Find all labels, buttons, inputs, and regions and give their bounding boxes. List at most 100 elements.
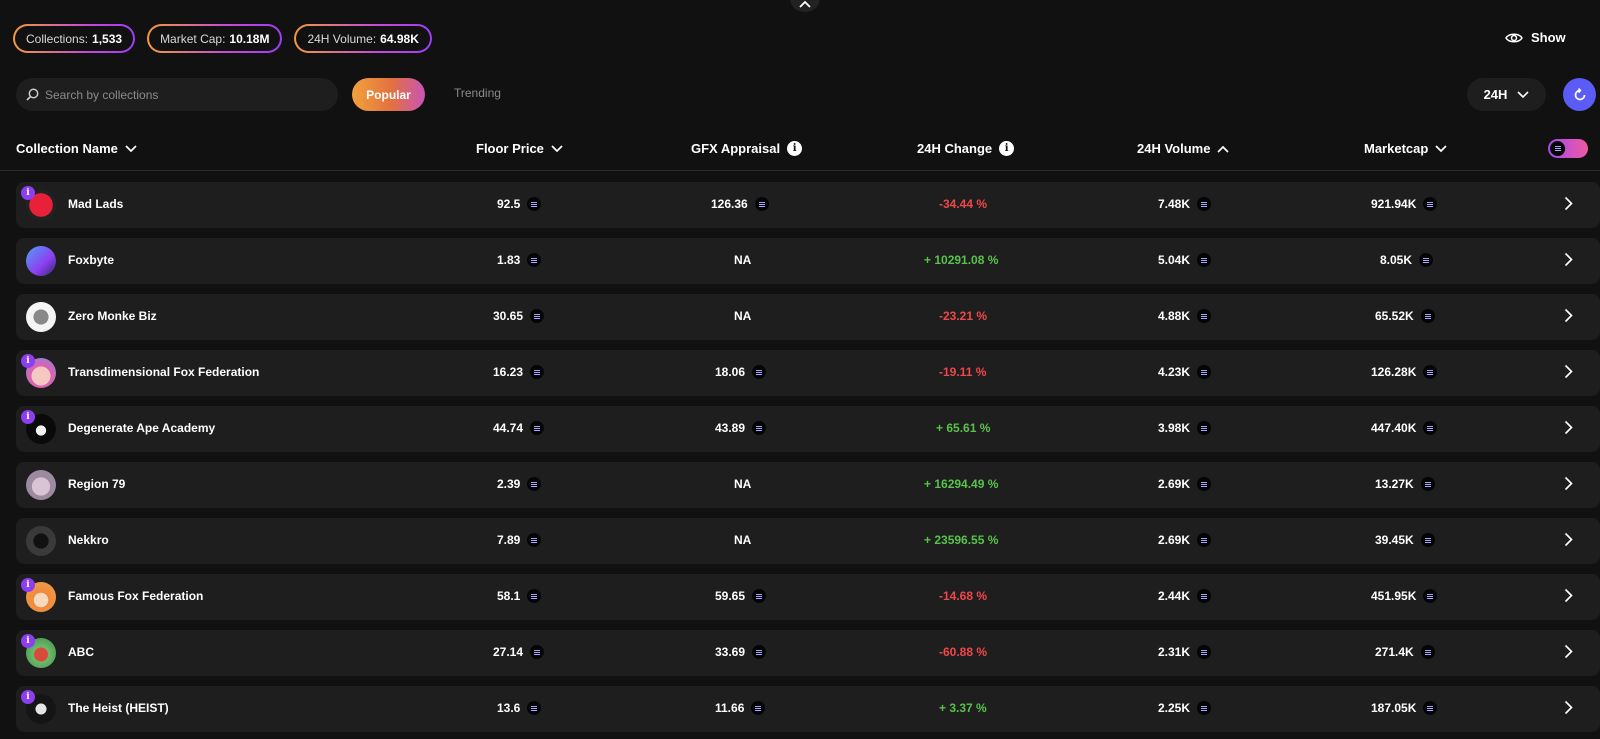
chevron-right-icon[interactable] (1564, 644, 1573, 659)
sol-icon (530, 365, 545, 379)
column-marketcap[interactable]: Marketcap (1364, 141, 1447, 156)
refresh-button[interactable] (1563, 78, 1596, 111)
column-24h-volume[interactable]: 24H Volume (1137, 141, 1230, 156)
gfx-appraisal: NA (734, 533, 752, 547)
marketcap-value: 39.45K (1375, 533, 1414, 547)
sol-icon (754, 197, 769, 211)
table-row[interactable]: i The Heist (HEIST) 13.6 11.66 + 3.37 % … (16, 686, 1600, 732)
sol-icon (1197, 253, 1212, 267)
sol-icon (752, 421, 767, 435)
volume-value: 2.69K (1158, 533, 1191, 547)
chevron-right-icon[interactable] (1564, 252, 1573, 267)
marketcap-value: 126.28K (1371, 365, 1417, 379)
sol-icon (1423, 197, 1438, 211)
sol-icon (1197, 309, 1212, 323)
sol-icon (527, 253, 542, 267)
floor-price: 27.14 (493, 645, 524, 659)
sol-icon (1197, 533, 1212, 547)
table-row[interactable]: i ABC 27.14 33.69 -60.88 % 2.31K 271.4K (16, 630, 1600, 676)
volume-value: 4.88K (1158, 309, 1191, 323)
info-icon[interactable]: i (787, 141, 803, 156)
table-row[interactable]: i Transdimensional Fox Federation 16.23 … (16, 350, 1600, 396)
sol-icon (1420, 533, 1435, 547)
search-input[interactable] (45, 87, 325, 102)
verified-badge-icon: i (21, 410, 35, 424)
sol-icon (1420, 645, 1435, 659)
tab-popular[interactable]: Popular (352, 78, 425, 111)
table-row[interactable]: i Famous Fox Federation 58.1 59.65 -14.6… (16, 574, 1600, 620)
change-value: + 3.37 % (939, 701, 987, 715)
change-value: -14.68 % (939, 589, 988, 603)
marketcap-value: 921.94K (1371, 197, 1417, 211)
volume-value: 3.98K (1158, 421, 1191, 435)
change-value: + 65.61 % (936, 421, 991, 435)
tab-trending[interactable]: Trending (454, 86, 501, 100)
chevron-right-icon[interactable] (1564, 196, 1573, 211)
verified-badge-icon: i (21, 354, 35, 368)
gfx-appraisal: 18.06 (715, 365, 746, 379)
table-header: Collection Name Floor Price GFX Appraisa… (0, 131, 1600, 171)
collection-avatar (26, 246, 56, 276)
volume-value: 7.48K (1158, 197, 1191, 211)
change-value: + 16294.49 % (924, 477, 999, 491)
eye-icon (1505, 33, 1523, 42)
column-collection-name[interactable]: Collection Name (16, 141, 137, 156)
marketcap-value: 271.4K (1375, 645, 1414, 659)
sol-icon (527, 533, 542, 547)
chevron-right-icon[interactable] (1564, 532, 1573, 547)
volume-value: 4.23K (1158, 365, 1191, 379)
column-floor-price[interactable]: Floor Price (476, 141, 563, 156)
sol-icon (752, 589, 767, 603)
volume-value: 2.69K (1158, 477, 1191, 491)
chevron-up-icon (799, 0, 811, 8)
chevron-right-icon[interactable] (1564, 364, 1573, 379)
chevron-right-icon[interactable] (1564, 420, 1573, 435)
table-row[interactable]: Nekkro 7.89 NA + 23596.55 % 2.69K 39.45K (16, 518, 1600, 564)
gfx-appraisal: 59.65 (715, 589, 746, 603)
column-gfx-appraisal[interactable]: GFX Appraisal i (691, 141, 803, 156)
collection-avatar (26, 470, 56, 500)
collection-avatar (26, 302, 56, 332)
marketcap-value: 13.27K (1375, 477, 1414, 491)
chevron-down-icon (551, 144, 563, 152)
sol-icon (1197, 365, 1212, 379)
verified-badge-icon: i (21, 690, 35, 704)
chevron-right-icon[interactable] (1564, 476, 1573, 491)
chevron-down-icon (125, 144, 137, 152)
sol-icon (1197, 701, 1212, 715)
table-row[interactable]: Zero Monke Biz 30.65 NA -23.21 % 4.88K 6… (16, 294, 1600, 340)
floor-price: 58.1 (497, 589, 521, 603)
chevron-right-icon[interactable] (1564, 308, 1573, 323)
chevron-right-icon[interactable] (1564, 588, 1573, 603)
floor-price: 16.23 (493, 365, 524, 379)
change-value: -60.88 % (939, 645, 988, 659)
sol-icon (1420, 309, 1435, 323)
column-24h-change[interactable]: 24H Change i (917, 141, 1015, 156)
period-select[interactable]: 24H (1467, 78, 1546, 111)
table-row[interactable]: i Mad Lads 92.5 126.36 -34.44 % 7.48K 92… (16, 182, 1600, 228)
sol-icon (1419, 253, 1434, 267)
collapse-header-button[interactable] (790, 0, 820, 12)
gfx-appraisal: NA (734, 309, 752, 323)
sol-icon (1197, 589, 1212, 603)
floor-price: 1.83 (497, 253, 521, 267)
gfx-appraisal: 33.69 (715, 645, 746, 659)
sol-icon (752, 645, 767, 659)
chevron-right-icon[interactable] (1564, 700, 1573, 715)
verified-badge-icon: i (21, 186, 35, 200)
currency-toggle[interactable] (1548, 139, 1588, 158)
info-icon[interactable]: i (999, 141, 1015, 156)
sol-icon (1423, 421, 1438, 435)
marketcap-value: 451.95K (1371, 589, 1417, 603)
gfx-appraisal: NA (734, 477, 752, 491)
table-row[interactable]: i Degenerate Ape Academy 44.74 43.89 + 6… (16, 406, 1600, 452)
search-bar[interactable] (16, 78, 338, 111)
table-row[interactable]: Region 79 2.39 NA + 16294.49 % 2.69K 13.… (16, 462, 1600, 508)
stats-bar: Collections: 1,533 Market Cap: 10.18M 24H … (13, 24, 432, 53)
chevron-down-icon (1435, 144, 1447, 152)
search-icon (26, 88, 39, 101)
table-row[interactable]: Foxbyte 1.83 NA + 10291.08 % 5.04K 8.05K (16, 238, 1600, 284)
verified-badge-icon: i (21, 634, 35, 648)
marketcap-value: 187.05K (1371, 701, 1417, 715)
show-button[interactable]: Show (1505, 30, 1566, 45)
